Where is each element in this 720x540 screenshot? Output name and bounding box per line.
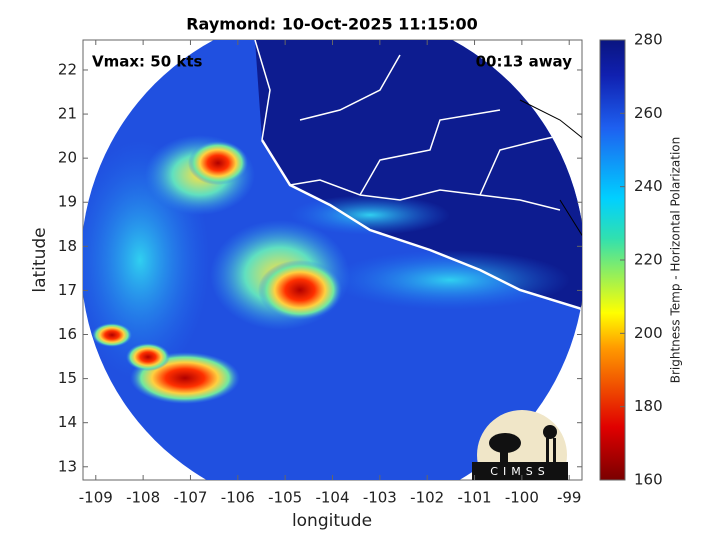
y-axis-label: latitude — [30, 227, 50, 292]
colorbar-tick-label: 160 — [634, 471, 663, 489]
vmax-annotation: Vmax: 50 kts — [92, 53, 202, 71]
colorbar-tick-label: 260 — [634, 104, 663, 122]
x-tick-label: -107 — [173, 489, 207, 507]
y-tick-label: 17 — [58, 281, 77, 299]
y-tick-label: 20 — [58, 149, 77, 167]
logo-text: CIMSS — [490, 465, 549, 478]
x-tick-label: -105 — [268, 489, 302, 507]
y-tick-label: 14 — [58, 413, 77, 431]
x-tick-label: -100 — [505, 489, 539, 507]
colorbar-tick-label: 180 — [634, 397, 663, 415]
y-tick-label: 21 — [58, 105, 77, 123]
x-tick-label: -109 — [79, 489, 113, 507]
cimss-logo: CIMSS — [472, 410, 568, 480]
colorbar-label: Brightness Temp - Horizontal Polarizatio… — [669, 137, 683, 384]
x-tick-label: -103 — [363, 489, 397, 507]
x-tick-label: -104 — [315, 489, 349, 507]
x-tick-label: -108 — [126, 489, 160, 507]
y-tick-label: 16 — [58, 325, 77, 343]
colorbar-tick-label: 200 — [634, 324, 663, 342]
y-tick-label: 13 — [58, 457, 77, 475]
y-tick-label: 15 — [58, 369, 77, 387]
colorbar-tick-label: 280 — [634, 31, 663, 49]
time-annotation: 00:13 away — [476, 53, 573, 71]
x-tick-label: -99 — [557, 489, 582, 507]
colorbar-tick-label: 220 — [634, 251, 663, 269]
y-tick-label: 18 — [58, 237, 77, 255]
colorbar-tick-label: 240 — [634, 177, 663, 195]
x-axis-label: longitude — [292, 511, 372, 531]
chart-title: Raymond: 10-Oct-2025 11:15:00 — [186, 15, 478, 34]
imagery: CIMSS — [83, 40, 582, 480]
y-tick-label: 22 — [58, 60, 77, 78]
x-tick-label: -106 — [221, 489, 255, 507]
y-tick-label: 19 — [58, 193, 77, 211]
x-tick-label: -101 — [458, 489, 492, 507]
x-tick-label: -102 — [410, 489, 444, 507]
